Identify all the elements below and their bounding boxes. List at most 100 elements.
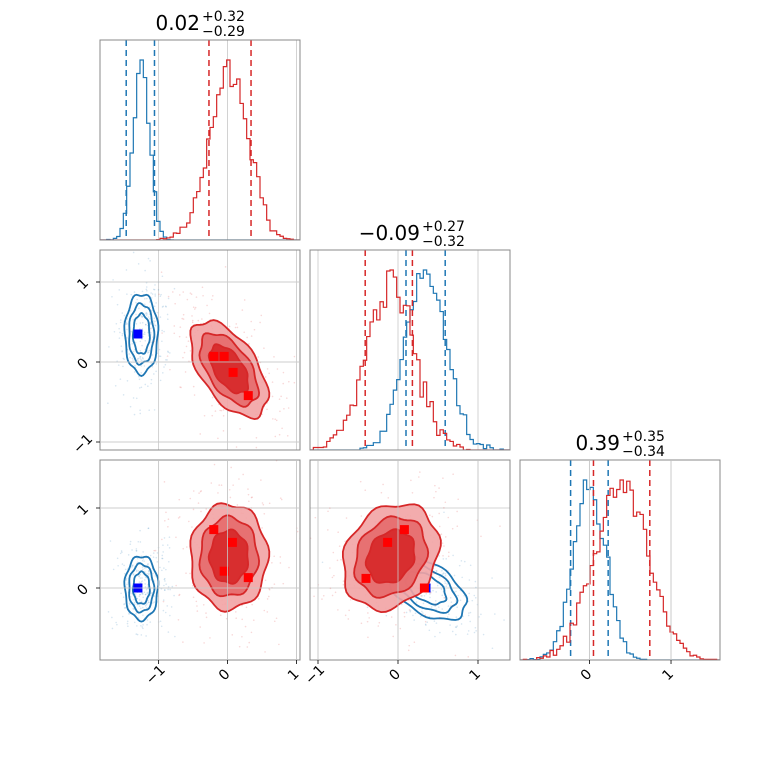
panel-2-3-sample-dot: [448, 613, 450, 616]
panel-2-3-sample-dot: [282, 575, 284, 577]
panel-1-3-sample-dot: [199, 626, 201, 628]
panel-1-2-sample-dot: [280, 395, 282, 398]
panel-1-2-sample-dot: [219, 409, 221, 412]
panel-1-2-sample-dot: [161, 340, 163, 343]
panel-1-3-sample-dot: [135, 549, 138, 552]
panel-1-3-sample-dot: [167, 525, 169, 528]
panel-2-3-sample-dot: [456, 510, 458, 513]
panel-2-3-sample-dot: [380, 491, 383, 494]
panel-1-3-sample-dot: [279, 562, 282, 564]
y-tick-label: −1: [70, 431, 96, 457]
panel-2-3-sample-dot: [438, 525, 441, 528]
panel-2-3-sample-dot: [321, 561, 324, 564]
panel-1-3-sample-dot: [192, 508, 195, 511]
panel-1-2-sample-dot: [150, 341, 152, 344]
panel-2-3-sample-dot: [455, 633, 457, 636]
panel-2-3-sample-dot: [329, 587, 332, 590]
panel-1-3-sample-dot: [251, 603, 253, 606]
panel-1-3-sample-dot: [140, 607, 142, 610]
panel-2-3-sample-dot: [305, 597, 307, 599]
panel-1-2-sample-dot: [150, 332, 152, 334]
panel-1-2-sample-dot: [135, 397, 138, 400]
panel-1-3-sample-dot: [236, 504, 239, 506]
panel-1-3-sample-dot: [153, 601, 155, 603]
panel-1-2-sample-dot: [292, 454, 294, 456]
panel-1-3-sample-dot: [117, 564, 119, 567]
panel-1-3-marker: [227, 537, 237, 547]
panel-2-3-sample-dot: [471, 599, 474, 602]
panel-2-3-sample-dot: [480, 535, 482, 538]
panel-1-2-marker: [243, 391, 253, 401]
panel-1-3-sample-dot: [121, 563, 124, 565]
panel-1-3-sample-dot: [268, 595, 270, 598]
panel-1-2-sample-dot: [266, 368, 269, 370]
panel-2-3-sample-dot: [503, 619, 505, 621]
panel-1-2-sample-dot: [217, 437, 219, 440]
panel-1-2-sample-dot: [246, 336, 248, 339]
panel-1-2-sample-dot: [112, 279, 114, 281]
panel-1-3-sample-dot: [135, 570, 138, 573]
panel-2-3-sample-dot: [429, 596, 431, 599]
panel-1-3-sample-dot: [304, 596, 306, 598]
panel-1-2-sample-dot: [139, 340, 142, 343]
panel-1-2-sample-dot: [160, 271, 163, 274]
panel-1-3-sample-dot: [169, 614, 171, 617]
panel-1-2-sample-dot: [181, 317, 184, 320]
panel-1-2-sample-dot: [163, 330, 165, 333]
panel-1-2-marker: [228, 367, 238, 377]
panel-1-2-sample-dot: [208, 312, 211, 315]
panel-1-2-sample-dot: [139, 409, 141, 411]
panel-1-2-sample-dot: [192, 385, 195, 388]
panel-2-3-marker: [419, 583, 429, 593]
panel-1-3-sample-dot: [260, 479, 262, 481]
panel-1-3-plot-area: [100, 460, 306, 660]
panel-1-2-sample-dot: [182, 313, 185, 316]
panel-2-3-sample-dot: [432, 589, 434, 592]
panel-1-3-sample-dot: [156, 552, 159, 554]
panel-2-3-sample-dot: [409, 609, 412, 612]
panel-1-3-sample-dot: [140, 624, 142, 627]
panel-2-3-sample-dot: [399, 627, 402, 630]
panel-1-3-marker: [209, 525, 219, 535]
panel-1-2-sample-dot: [241, 309, 244, 311]
panel-1-3-sample-dot: [174, 635, 176, 638]
panel-1-2-sample-dot: [194, 306, 197, 309]
panel-1-3-sample-dot: [273, 620, 276, 623]
panel-1-2-sample-dot: [151, 354, 154, 356]
panel-1-3-sample-dot: [229, 496, 232, 499]
panel-1-2-sample-dot: [139, 349, 142, 352]
panel-2-3-sample-dot: [436, 570, 438, 572]
panel-1-3-sample-dot: [135, 633, 138, 635]
panel-1-2-sample-dot: [151, 293, 154, 295]
panel-1-3-sample-dot: [141, 559, 144, 562]
panel-1-3-sample-dot: [140, 634, 143, 636]
panel-2-3-sample-dot: [451, 605, 454, 607]
panel-1-2-sample-dot: [167, 318, 169, 321]
panel-1-2-sample-dot: [211, 295, 214, 297]
panel-1-3-sample-dot: [132, 607, 135, 610]
panel-1-3-sample-dot: [280, 498, 283, 501]
panel-2-3-sample-dot: [444, 582, 447, 584]
panel-1-2-sample-dot: [150, 323, 152, 325]
panel-2-3-sample-dot: [428, 629, 431, 632]
panel-1-2-sample-dot: [138, 387, 141, 389]
panel-1-3-sample-dot: [198, 492, 200, 494]
y-tick-label: 0: [74, 581, 92, 599]
panel-1-2-sample-dot: [144, 303, 146, 306]
panel-1-2-sample-dot: [167, 351, 170, 354]
panel-1-2-sample-dot: [150, 292, 152, 294]
panel-1-3-sample-dot: [141, 592, 144, 594]
panel-1-3-sample-dot: [162, 551, 165, 553]
panel-2-3-sample-dot: [419, 615, 422, 618]
panel-2-3-sample-dot: [403, 615, 406, 618]
panel-1-2-sample-dot: [119, 321, 122, 324]
panel-1-3-sample-dot: [189, 572, 191, 575]
panel-1-2-sample-dot: [150, 362, 153, 365]
panel-2-3-sample-dot: [429, 593, 431, 595]
panel-1-3-sample-dot: [138, 581, 141, 583]
panel-1-3-sample-dot: [238, 645, 241, 648]
panel-1-3-sample-dot: [126, 620, 129, 623]
panel-1-3-sample-dot: [123, 572, 126, 575]
panel-1-2-sample-dot: [172, 291, 174, 293]
panel-2-3-sample-dot: [355, 677, 357, 679]
